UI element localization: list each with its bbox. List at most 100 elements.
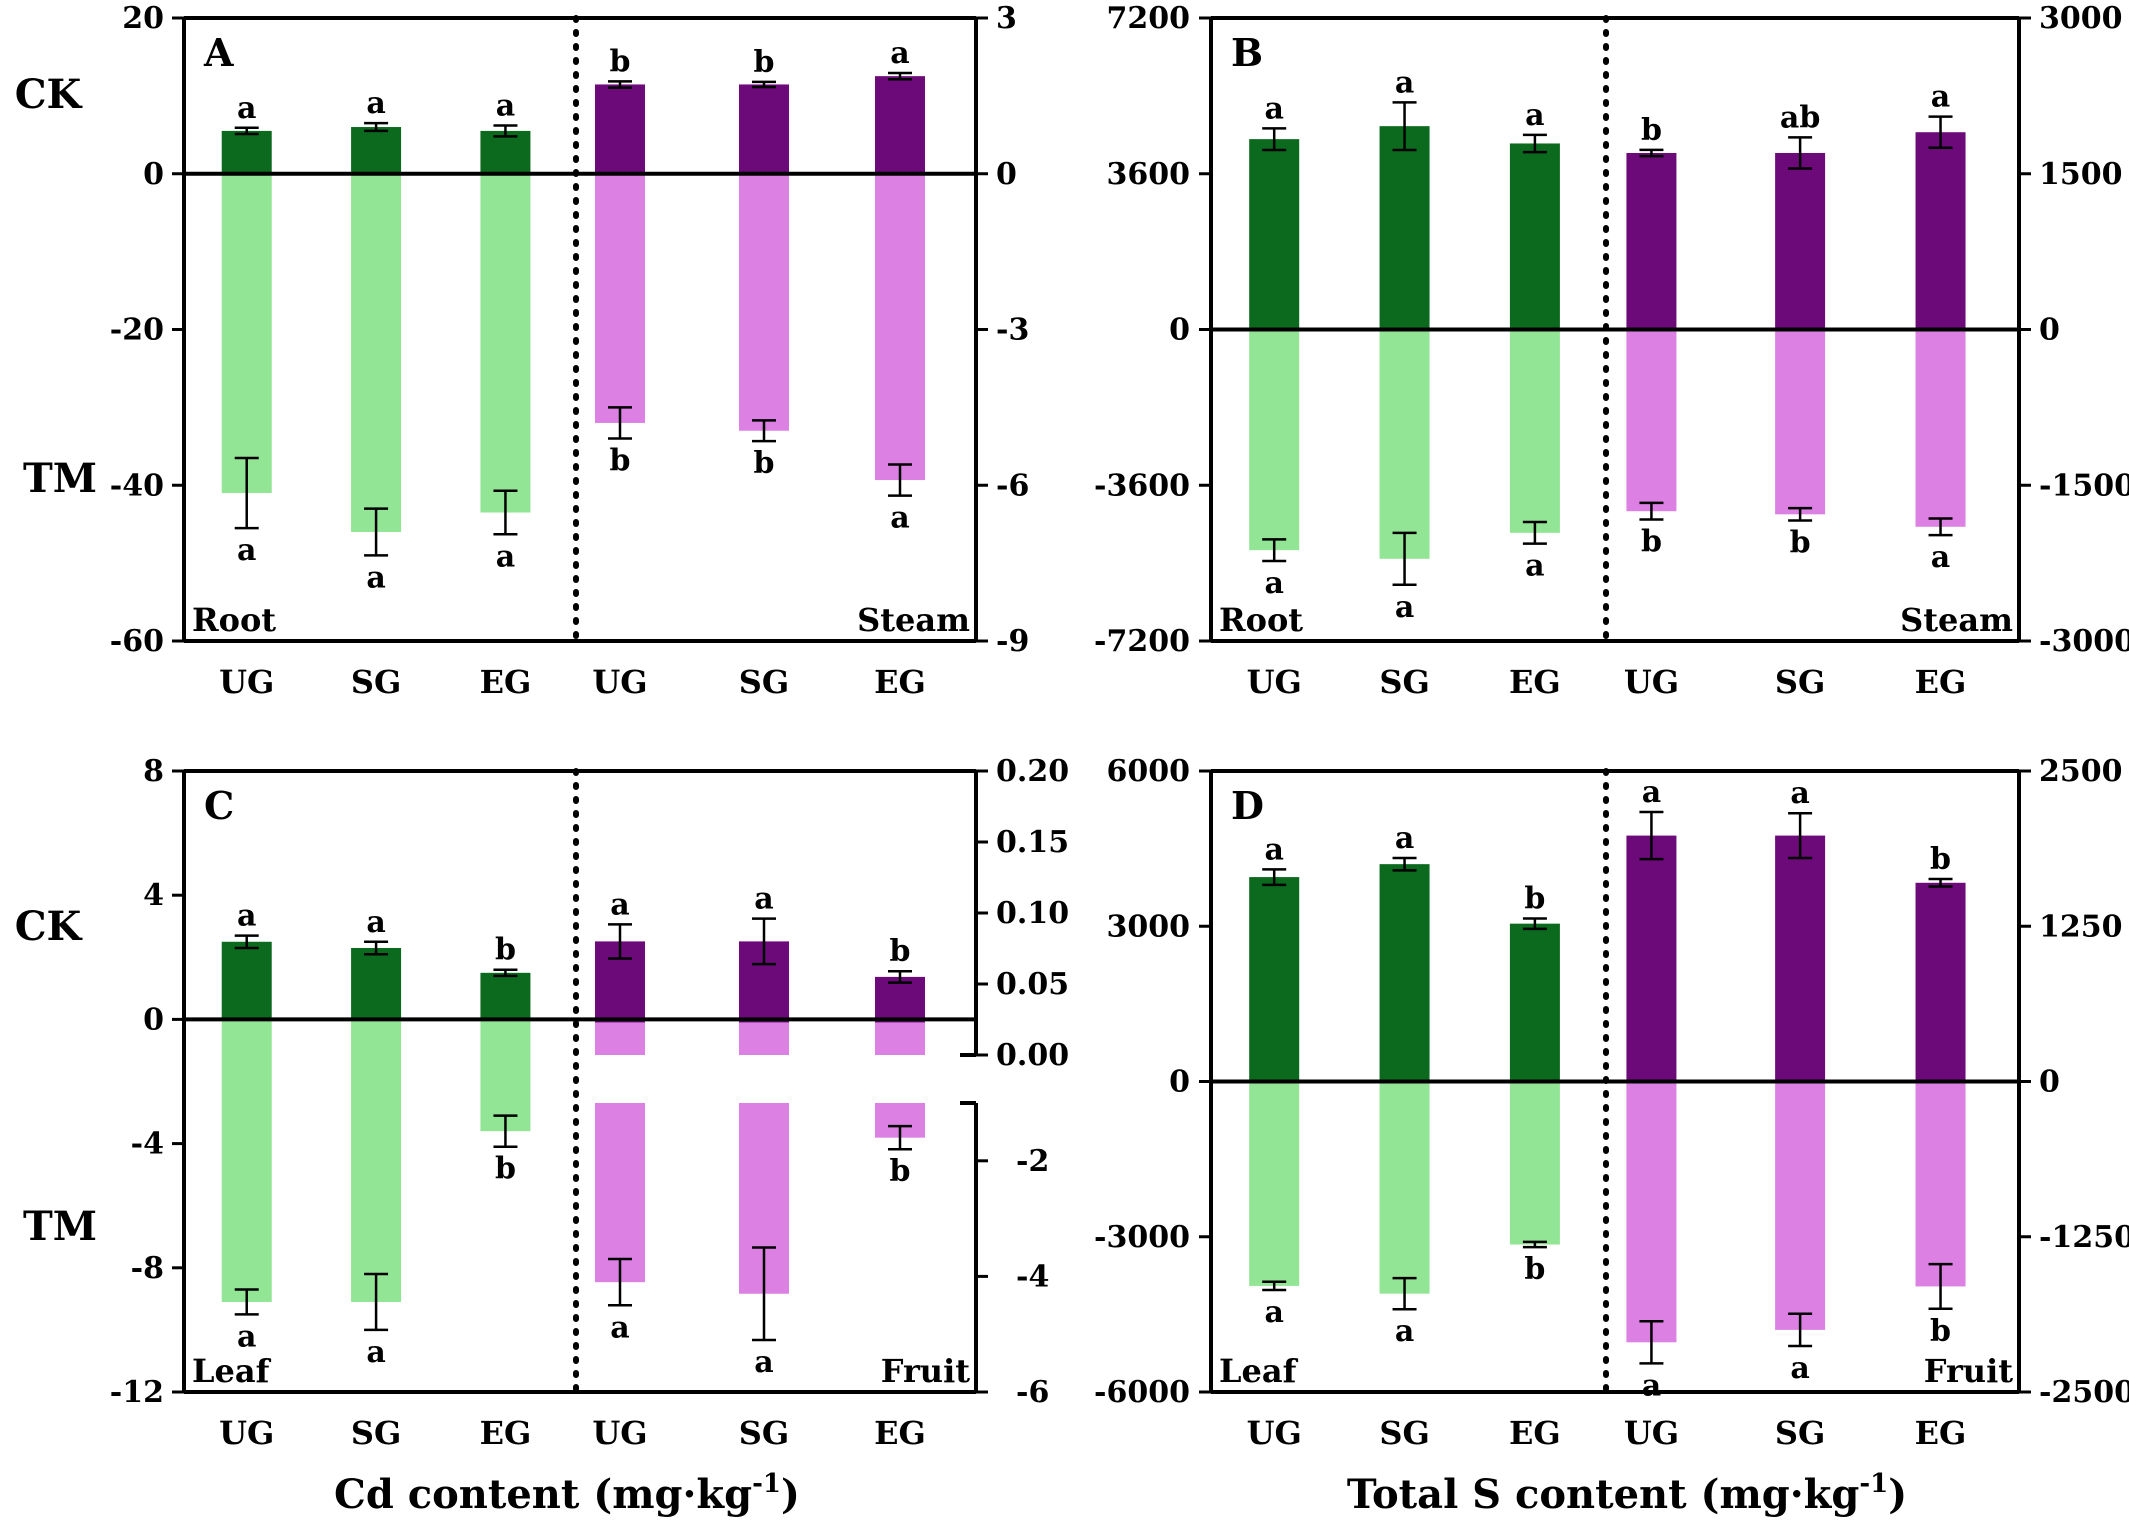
- a-right-tick-label-3: -6: [996, 468, 1029, 503]
- b-right-tm-sig-letter-2: a: [1931, 540, 1950, 575]
- c-right-tm-sig-letter-1: a: [754, 1345, 773, 1380]
- c-left-ck-sig-letter-1: a: [366, 905, 385, 940]
- b-x-tick-label-left-1: SG: [1379, 663, 1429, 701]
- b-left-tick-label-2: 0: [1169, 313, 1190, 348]
- c-x-tick-label-left-1: SG: [351, 1414, 401, 1452]
- c-left-tick-label-5: -12: [110, 1375, 164, 1410]
- a-right-ck-bar-2: [875, 76, 925, 174]
- b-left-tm-bar-0: [1249, 329, 1300, 551]
- b-panel-letter: B: [1231, 30, 1263, 75]
- c-right-tm-sig-letter-2: b: [890, 1154, 911, 1189]
- d-left-ck-sig-letter-2: b: [1524, 881, 1545, 916]
- d-left-tm-bar-0: [1249, 1081, 1300, 1286]
- b-left-tick-label-0: 7200: [1107, 1, 1191, 36]
- b-right-tm-bar-2: [1915, 329, 1966, 527]
- c-right-ck-sig-letter-0: a: [610, 887, 629, 922]
- b-left-tm-bar-1: [1379, 329, 1430, 559]
- d-panel-letter: D: [1231, 783, 1264, 828]
- b-right-tm-bar-0: [1626, 329, 1677, 512]
- b-left-tick-label-3: -3600: [1094, 468, 1190, 503]
- a-right-tm-sig-letter-1: b: [754, 446, 775, 481]
- panel-b-s-root-steam: aaaaaabbabbaa720036000-3600-720030001500…: [1094, 1, 2129, 701]
- a-right-tm-bar-2: [875, 173, 925, 481]
- c-right-tick-label-lower-1: -4: [1016, 1259, 1049, 1294]
- d-right-tm-sig-letter-2: b: [1930, 1314, 1951, 1349]
- c-left-tick-label-3: -4: [131, 1127, 164, 1162]
- a-right-tick-label-0: 3: [996, 1, 1017, 36]
- d-right-tm-bar-2: [1915, 1081, 1966, 1287]
- a-left-tm-sig-letter-2: a: [496, 539, 515, 574]
- a-left-tick-label-0: 20: [122, 1, 164, 36]
- x-axis-title-total-s: Total S content (mg·kg-1): [1347, 1469, 1907, 1518]
- b-left-tm-sig-letter-2: a: [1525, 549, 1544, 584]
- b-left-tm-sig-letter-1: a: [1395, 590, 1414, 625]
- b-left-ck-bar-2: [1509, 143, 1560, 330]
- a-x-tick-label-left-2: EG: [480, 663, 532, 701]
- d-left-ck-sig-letter-0: a: [1264, 832, 1283, 867]
- b-left-ck-sig-letter-1: a: [1395, 65, 1414, 100]
- c-right-tick-label-upper-3: 0.05: [996, 967, 1069, 1002]
- d-x-tick-label-left-0: UG: [1247, 1414, 1302, 1452]
- b-right-tick-label-1: 1500: [2039, 157, 2123, 192]
- d-right-tick-label-1: 1250: [2039, 909, 2123, 944]
- a-right-tick-label-4: -9: [996, 624, 1029, 659]
- a-right-ck-bar-1: [739, 84, 789, 174]
- c-panel-letter: C: [204, 783, 234, 828]
- d-left-tick-label-0: 6000: [1107, 754, 1191, 789]
- a-right-tissue-label: Steam: [857, 601, 970, 639]
- a-right-ck-sig-letter-2: a: [890, 36, 909, 71]
- a-left-tissue-label: Root: [192, 601, 276, 639]
- d-left-tm-sig-letter-2: b: [1524, 1252, 1545, 1287]
- b-right-ck-bar-0: [1626, 152, 1677, 330]
- d-right-ck-sig-letter-1: a: [1790, 776, 1809, 811]
- c-left-tm-sig-letter-2: b: [495, 1152, 516, 1187]
- c-left-tm-bar-1: [351, 1019, 402, 1302]
- b-right-tissue-label: Steam: [1900, 601, 2013, 639]
- a-left-tick-label-1: 0: [143, 157, 164, 192]
- d-left-ck-bar-1: [1379, 864, 1430, 1082]
- b-left-ck-sig-letter-0: a: [1264, 91, 1283, 126]
- d-left-tick-label-3: -3000: [1094, 1220, 1190, 1255]
- c-right-tm-stub-2: [875, 1022, 925, 1055]
- b-right-tm-sig-letter-0: b: [1641, 525, 1662, 560]
- c-left-tick-label-2: 0: [143, 1002, 164, 1037]
- c-left-tm-bar-0: [221, 1019, 272, 1302]
- a-x-tick-label-right-1: SG: [739, 663, 789, 701]
- d-left-tick-label-2: 0: [1169, 1065, 1190, 1100]
- c-x-tick-label-left-0: UG: [219, 1414, 274, 1452]
- b-right-ck-sig-letter-0: b: [1641, 113, 1662, 148]
- b-right-tick-label-2: 0: [2039, 313, 2060, 348]
- a-x-tick-label-left-0: UG: [219, 663, 274, 701]
- a-right-tick-label-1: 0: [996, 157, 1017, 192]
- a-left-tm-sig-letter-0: a: [237, 533, 256, 568]
- a-left-tick-label-2: -20: [110, 313, 164, 348]
- d-right-tm-bar-1: [1775, 1081, 1826, 1330]
- tm-label-top-left: TM: [23, 455, 97, 502]
- b-x-tick-label-left-2: EG: [1509, 663, 1561, 701]
- a-x-tick-label-left-1: SG: [351, 663, 401, 701]
- b-x-tick-label-right-2: EG: [1915, 663, 1967, 701]
- d-left-ck-bar-2: [1509, 923, 1560, 1082]
- c-right-tick-label-upper-4: 0.00: [996, 1038, 1069, 1073]
- c-right-ck-sig-letter-1: a: [754, 882, 773, 917]
- d-left-tm-bar-1: [1379, 1081, 1430, 1294]
- c-x-tick-label-right-2: EG: [874, 1414, 926, 1452]
- c-left-tm-bar-2: [480, 1019, 531, 1132]
- c-left-tm-sig-letter-0: a: [237, 1319, 256, 1354]
- a-right-tick-label-2: -3: [996, 313, 1029, 348]
- c-left-tm-sig-letter-1: a: [366, 1335, 385, 1370]
- b-x-tick-label-right-1: SG: [1775, 663, 1825, 701]
- a-left-ck-bar-1: [351, 127, 402, 174]
- c-x-tick-label-left-2: EG: [480, 1414, 532, 1452]
- d-left-tm-bar-2: [1509, 1081, 1560, 1245]
- c-right-tick-label-upper-0: 0.20: [996, 754, 1069, 789]
- c-right-ck-sig-letter-2: b: [890, 934, 911, 969]
- c-left-ck-sig-letter-0: a: [237, 899, 256, 934]
- d-right-ck-sig-letter-2: b: [1930, 842, 1951, 877]
- d-left-tick-label-1: 3000: [1107, 909, 1191, 944]
- panel-d-s-leaf-fruit: a a a a b b a a a a b b 6000 3000 0 -3000 -6000 2500 1250 0…: [1094, 754, 2129, 1452]
- c-right-tick-label-lower-0: -2: [1016, 1144, 1049, 1179]
- a-x-tick-label-right-0: UG: [592, 663, 647, 701]
- d-x-tick-label-right-1: SG: [1775, 1414, 1825, 1452]
- b-right-tick-label-4: -3000: [2039, 624, 2129, 659]
